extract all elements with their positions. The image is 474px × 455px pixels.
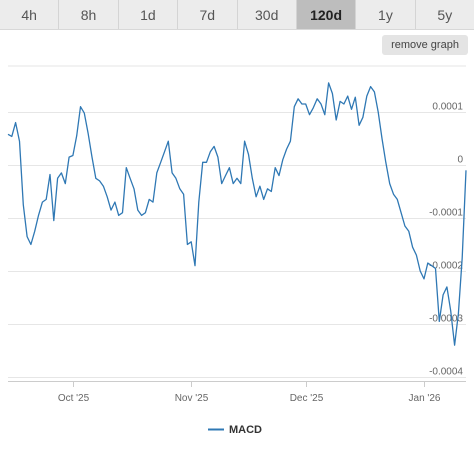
remove-graph-button[interactable]: remove graph (382, 35, 468, 55)
y-tick-label: -0.0003 (429, 314, 463, 325)
x-tick-label: Jan '26 (409, 393, 441, 404)
range-tab-30d[interactable]: 30d (237, 0, 297, 29)
range-tab-5y[interactable]: 5y (415, 0, 474, 29)
y-tick-label: -0.0001 (429, 208, 463, 219)
range-tab-1d[interactable]: 1d (118, 0, 179, 29)
range-tabs: 4h 8h 1d 7d 30d 120d 1y 5y (0, 0, 474, 30)
range-tab-4h[interactable]: 4h (0, 0, 60, 29)
y-tick-label: 0 (457, 155, 463, 166)
series-line-macd (7, 82, 467, 346)
y-tick-label: -0.0004 (429, 367, 463, 378)
x-tick-label: Nov '25 (175, 393, 209, 404)
y-axis-tick-labels: 0.0001 0 -0.0001 -0.0002 -0.0003 -0.0004 (429, 102, 463, 378)
range-tab-1y[interactable]: 1y (356, 0, 416, 29)
range-tab-7d[interactable]: 7d (178, 0, 238, 29)
series-layer (7, 82, 467, 346)
range-tab-8h[interactable]: 8h (59, 0, 119, 29)
x-axis-tick-labels: Oct '25 Nov '25 Dec '25 Jan '26 (58, 393, 441, 404)
x-tick-label: Oct '25 (58, 393, 90, 404)
legend[interactable]: MACD (208, 424, 262, 436)
y-tick-label: 0.0001 (432, 102, 463, 113)
range-tab-120d[interactable]: 120d (296, 0, 357, 29)
grid-lines (8, 65, 466, 387)
x-tick-label: Dec '25 (290, 393, 324, 404)
y-tick-label: -0.0002 (429, 261, 463, 272)
legend-label-macd: MACD (229, 424, 262, 436)
